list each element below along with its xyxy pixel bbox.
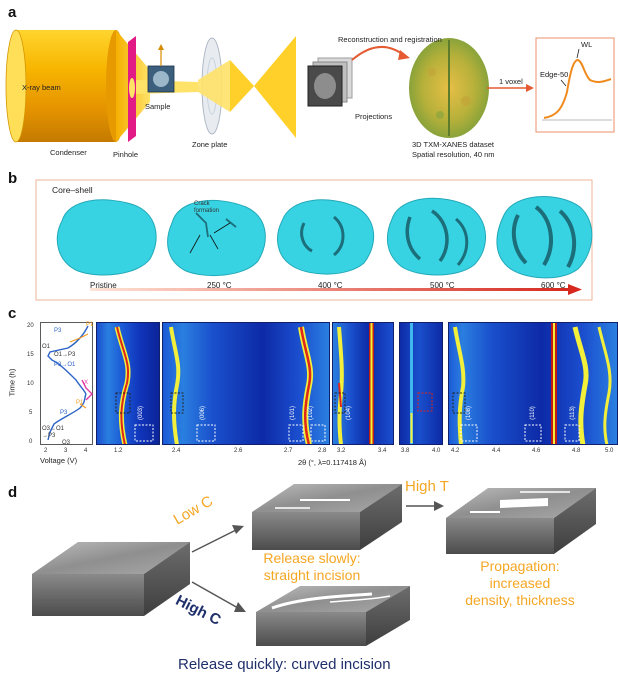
- condenser-body: [16, 30, 116, 142]
- x-tick-3-8: 3.8: [401, 448, 410, 454]
- release-slowly-line-1: Release slowly:: [263, 550, 361, 566]
- x-tick-5-0: 5.0: [605, 448, 614, 454]
- panel-d-label: d: [8, 484, 18, 501]
- release-slowly-line-2: straight incision: [263, 567, 361, 583]
- phase-p1-top: P1: [86, 322, 94, 328]
- x-tick-2-6: 2.6: [234, 448, 243, 454]
- xrd-heatmap-38-40: [399, 322, 443, 445]
- panel-b-particles-diagram: [35, 179, 593, 301]
- peak-110: (110): [529, 406, 536, 420]
- panel-a-optics-diagram: [5, 29, 615, 143]
- voltage-axis-label: Voltage (V): [40, 456, 78, 465]
- peak-108: (108): [466, 405, 473, 421]
- propagation-block: Propagation: increased density, thicknes…: [436, 558, 604, 609]
- particle-250: [167, 200, 266, 277]
- particle-500: [386, 197, 487, 276]
- time-tick-15: 15: [27, 352, 34, 358]
- panel-d-blocks-diagram: [32, 484, 596, 646]
- peak-003: (003): [138, 405, 145, 421]
- peak-102: (102): [308, 405, 315, 421]
- x-tick-4-0: 4.0: [432, 448, 441, 454]
- release-quickly-label: Release quickly: curved incision: [178, 656, 391, 673]
- x-axis-label: 2θ (°, λ=0.117418 Å): [298, 458, 367, 467]
- zone-plate-label: Zone plate: [192, 140, 228, 149]
- particle-pristine: [56, 199, 157, 276]
- peak-006: (006): [200, 405, 207, 421]
- condenser-label: Condenser: [50, 148, 87, 157]
- dataset-label-1: 3D TXM-XANES dataset: [412, 140, 494, 149]
- panel-b-label: b: [8, 170, 18, 187]
- release-slowly-block: Release slowly: straight incision: [242, 550, 382, 584]
- x-tick-3-4: 3.4: [378, 448, 387, 454]
- voltage-tick-4: 4: [84, 448, 88, 454]
- phase-o3-o1: O3→O1: [42, 426, 65, 432]
- phase-p3-top: P3: [54, 328, 62, 334]
- voltage-tick-2: 2: [44, 448, 48, 454]
- phase-o1-p3: O1→P3: [54, 352, 76, 358]
- x-tick-4-8: 4.8: [572, 448, 581, 454]
- x-tick-2-4: 2.4: [172, 448, 181, 454]
- propagation-line-3: density, thickness: [465, 592, 575, 608]
- wl-label: WL: [581, 40, 593, 49]
- stage-500: 500 °C: [430, 281, 455, 290]
- xrd-heatmap-006-102: [162, 322, 330, 445]
- x-tick-2-7: 2.7: [284, 448, 293, 454]
- phase-o1: O1: [42, 344, 51, 350]
- block-high-c: [256, 586, 410, 612]
- edge-label: Edge-50: [540, 70, 569, 79]
- crack-formation-label: Crack formation: [194, 201, 220, 214]
- xrd-heatmap-108-113: [448, 322, 618, 445]
- reconstruction-label: Reconstruction and registration: [338, 35, 442, 44]
- peak-104: (104): [346, 405, 353, 421]
- stage-250: 250 °C: [207, 281, 232, 290]
- phase-to-p3: →P3: [42, 433, 56, 439]
- voltage-tick-3: 3: [64, 448, 68, 454]
- time-tick-10: 10: [27, 381, 34, 387]
- xrd-heatmap-104: [332, 322, 394, 445]
- phase-p3-o1: P3→O1: [54, 362, 76, 368]
- peak-101: (101): [290, 405, 297, 421]
- x-tick-4-2: 4.2: [451, 448, 460, 454]
- particle-400: [277, 199, 375, 275]
- pinhole-label: Pinhole: [113, 150, 139, 159]
- x-tick-2-8: 2.8: [318, 448, 327, 454]
- block-initial: [32, 542, 190, 574]
- panel-c-label: c: [8, 305, 17, 322]
- block-low-c: [252, 484, 402, 512]
- x-tick-4-4: 4.4: [492, 448, 501, 454]
- time-tick-20: 20: [27, 323, 34, 329]
- sample-label: Sample: [145, 102, 171, 111]
- x-tick-4-6: 4.6: [532, 448, 541, 454]
- x-tick-1-2: 1.2: [114, 448, 123, 454]
- core-shell-label: Core–shell: [52, 185, 93, 195]
- phase-x: X: [84, 380, 89, 386]
- propagation-line-1: Propagation:: [480, 558, 560, 574]
- phase-p3-bottom: P3: [60, 410, 68, 416]
- stage-600: 600 °C: [541, 281, 566, 290]
- x-tick-3-2: 3.2: [337, 448, 346, 454]
- voltage-profile-plot: [40, 322, 93, 445]
- peak-113: (113): [569, 406, 576, 420]
- stage-400: 400 °C: [318, 281, 343, 290]
- dataset-label-2: Spatial resolution, 40 nm: [412, 150, 495, 159]
- xrd-heatmap-003: [96, 322, 160, 445]
- panel-a-label: a: [8, 4, 17, 21]
- stage-pristine: Pristine: [90, 281, 117, 290]
- high-t-label: High T: [405, 478, 449, 495]
- propagation-line-2: increased: [489, 575, 551, 591]
- time-tick-5: 5: [29, 410, 33, 416]
- xray-beam-label: X-ray beam: [22, 83, 61, 92]
- projections-label: Projections: [355, 112, 393, 121]
- time-axis-label: Time (h): [7, 368, 17, 397]
- phase-o3: O3: [62, 440, 71, 446]
- voxel-label: 1 voxel: [499, 77, 523, 86]
- time-tick-0: 0: [29, 439, 33, 445]
- phase-p1-bottom: P1: [76, 400, 84, 406]
- particle-600: [496, 196, 593, 279]
